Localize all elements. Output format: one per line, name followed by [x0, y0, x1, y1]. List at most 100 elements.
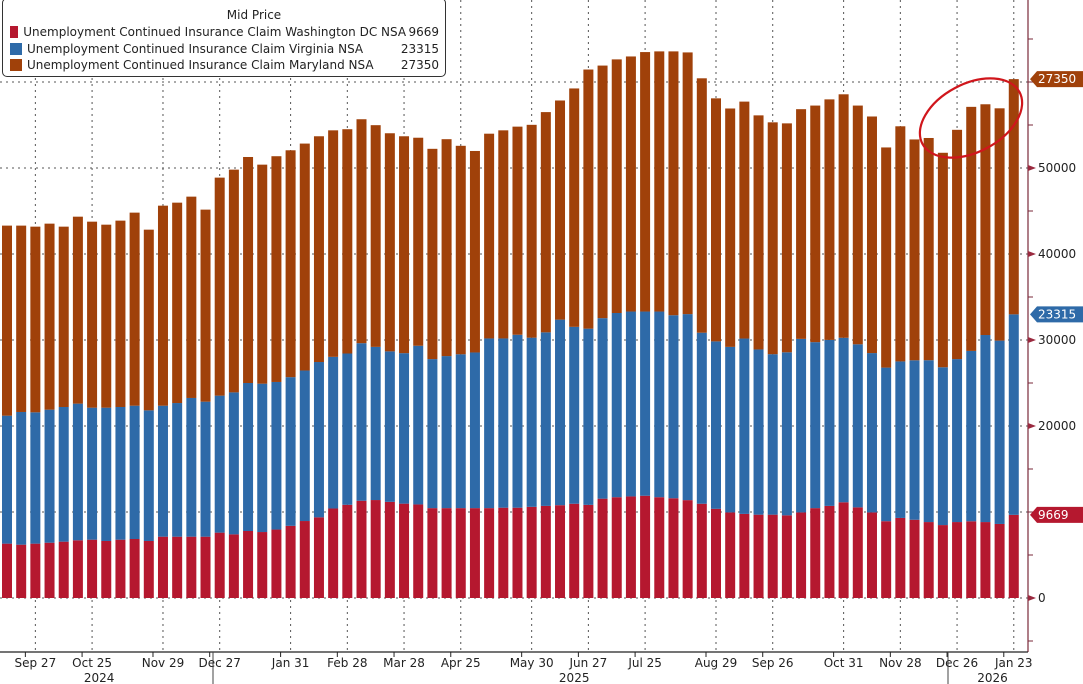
bar-stack — [285, 150, 296, 598]
bar-dc — [399, 503, 410, 598]
bar-stack — [711, 98, 721, 598]
bar-stack — [781, 123, 792, 598]
bar-stack — [214, 177, 225, 598]
bar-stack — [654, 51, 665, 598]
bar-md — [299, 143, 310, 371]
bar-dc — [909, 519, 920, 598]
bar-md — [16, 225, 27, 412]
bar-stack — [881, 147, 892, 598]
bar-va — [810, 342, 821, 509]
bar-md — [72, 216, 83, 404]
bar-dc — [143, 540, 154, 598]
bar-stack — [739, 101, 750, 598]
x-tick-label: Aug 29 — [695, 656, 738, 670]
bar-stack — [413, 137, 424, 598]
bar-md — [980, 104, 991, 336]
bar-stack — [866, 116, 877, 598]
bar-stack — [682, 52, 693, 598]
x-tick-label: Jun 27 — [568, 656, 607, 670]
bar-va — [285, 377, 296, 526]
bar-md — [328, 130, 339, 357]
bar-md — [767, 122, 778, 355]
legend: Mid Price Unemployment Continued Insuran… — [2, 0, 446, 77]
bar-va — [115, 406, 126, 540]
bar-md — [285, 150, 296, 378]
bar-va — [767, 354, 778, 515]
bar-stack — [625, 56, 636, 598]
bar-md — [654, 51, 665, 312]
bar-dc — [923, 522, 934, 598]
x-tick-label: Sep 27 — [15, 656, 57, 670]
x-tick-label: Feb 28 — [327, 656, 367, 670]
bar-md — [129, 212, 140, 406]
bar-stack — [555, 100, 566, 598]
bar-md — [512, 126, 523, 335]
bar-stack — [994, 108, 1005, 598]
bar-va — [838, 337, 849, 503]
bar-stack — [725, 108, 736, 598]
bar-md — [87, 221, 98, 408]
bar-stack — [937, 152, 948, 598]
bar-stack — [753, 115, 764, 598]
bar-va — [157, 405, 168, 537]
legend-item-va: Unemployment Continued Insurance Claim V… — [3, 41, 445, 58]
bar-va — [881, 367, 892, 522]
bar-stack — [228, 169, 239, 598]
x-tick-label: Jul 25 — [627, 656, 662, 670]
bar-va — [696, 332, 707, 504]
bar-va — [725, 346, 736, 513]
bar-md — [895, 126, 906, 362]
bar-stack — [583, 69, 594, 598]
bar-stack — [72, 216, 83, 598]
bar-va — [739, 338, 750, 514]
bar-dc — [186, 536, 197, 598]
bar-va — [583, 328, 594, 505]
bar-dc — [682, 500, 693, 598]
bar-stack — [980, 104, 991, 598]
bar-dc — [313, 517, 324, 598]
last-value-tag — [1030, 71, 1083, 88]
bar-dc — [597, 498, 608, 598]
x-tick-label: Jan 23 — [994, 656, 1033, 670]
bar-stack — [484, 133, 495, 598]
bar-dc — [767, 514, 778, 598]
bar-dc — [952, 522, 963, 598]
bar-md — [484, 133, 495, 339]
bar-stack — [498, 130, 509, 598]
bar-md — [399, 136, 410, 354]
bar-stack — [824, 99, 835, 598]
bar-stack — [796, 109, 807, 598]
bar-va — [852, 344, 863, 508]
bar-va — [427, 359, 438, 509]
bar-stack — [58, 226, 69, 598]
bar-va — [271, 381, 282, 530]
bar-va — [625, 311, 636, 497]
bar-va — [214, 395, 225, 533]
bar-md — [611, 59, 622, 313]
bar-md — [810, 105, 821, 343]
bar-md — [228, 169, 239, 393]
bar-dc — [172, 536, 183, 598]
last-value-label: 23315 — [1038, 307, 1076, 321]
legend-title: Mid Price — [226, 8, 282, 22]
bar-stack — [2, 225, 12, 598]
bar-md — [313, 136, 324, 363]
bar-dc — [1008, 514, 1019, 598]
bar-md — [157, 205, 168, 406]
bar-va — [597, 318, 608, 499]
legend-value-va: 23315 — [400, 41, 439, 56]
bar-va — [781, 352, 792, 516]
bar-stack — [569, 88, 580, 598]
bar-va — [753, 349, 764, 515]
bar-dc — [654, 497, 665, 598]
bar-md — [838, 94, 849, 338]
bar-stack — [526, 124, 537, 598]
bar-stack — [101, 224, 112, 598]
bar-md — [115, 220, 126, 407]
bar-dc — [2, 543, 12, 598]
bar-stack — [767, 122, 778, 598]
x-tick-label: Jan 31 — [271, 656, 310, 670]
bar-dc — [427, 508, 438, 598]
bar-stack — [30, 226, 41, 598]
bar-stack — [895, 126, 906, 598]
